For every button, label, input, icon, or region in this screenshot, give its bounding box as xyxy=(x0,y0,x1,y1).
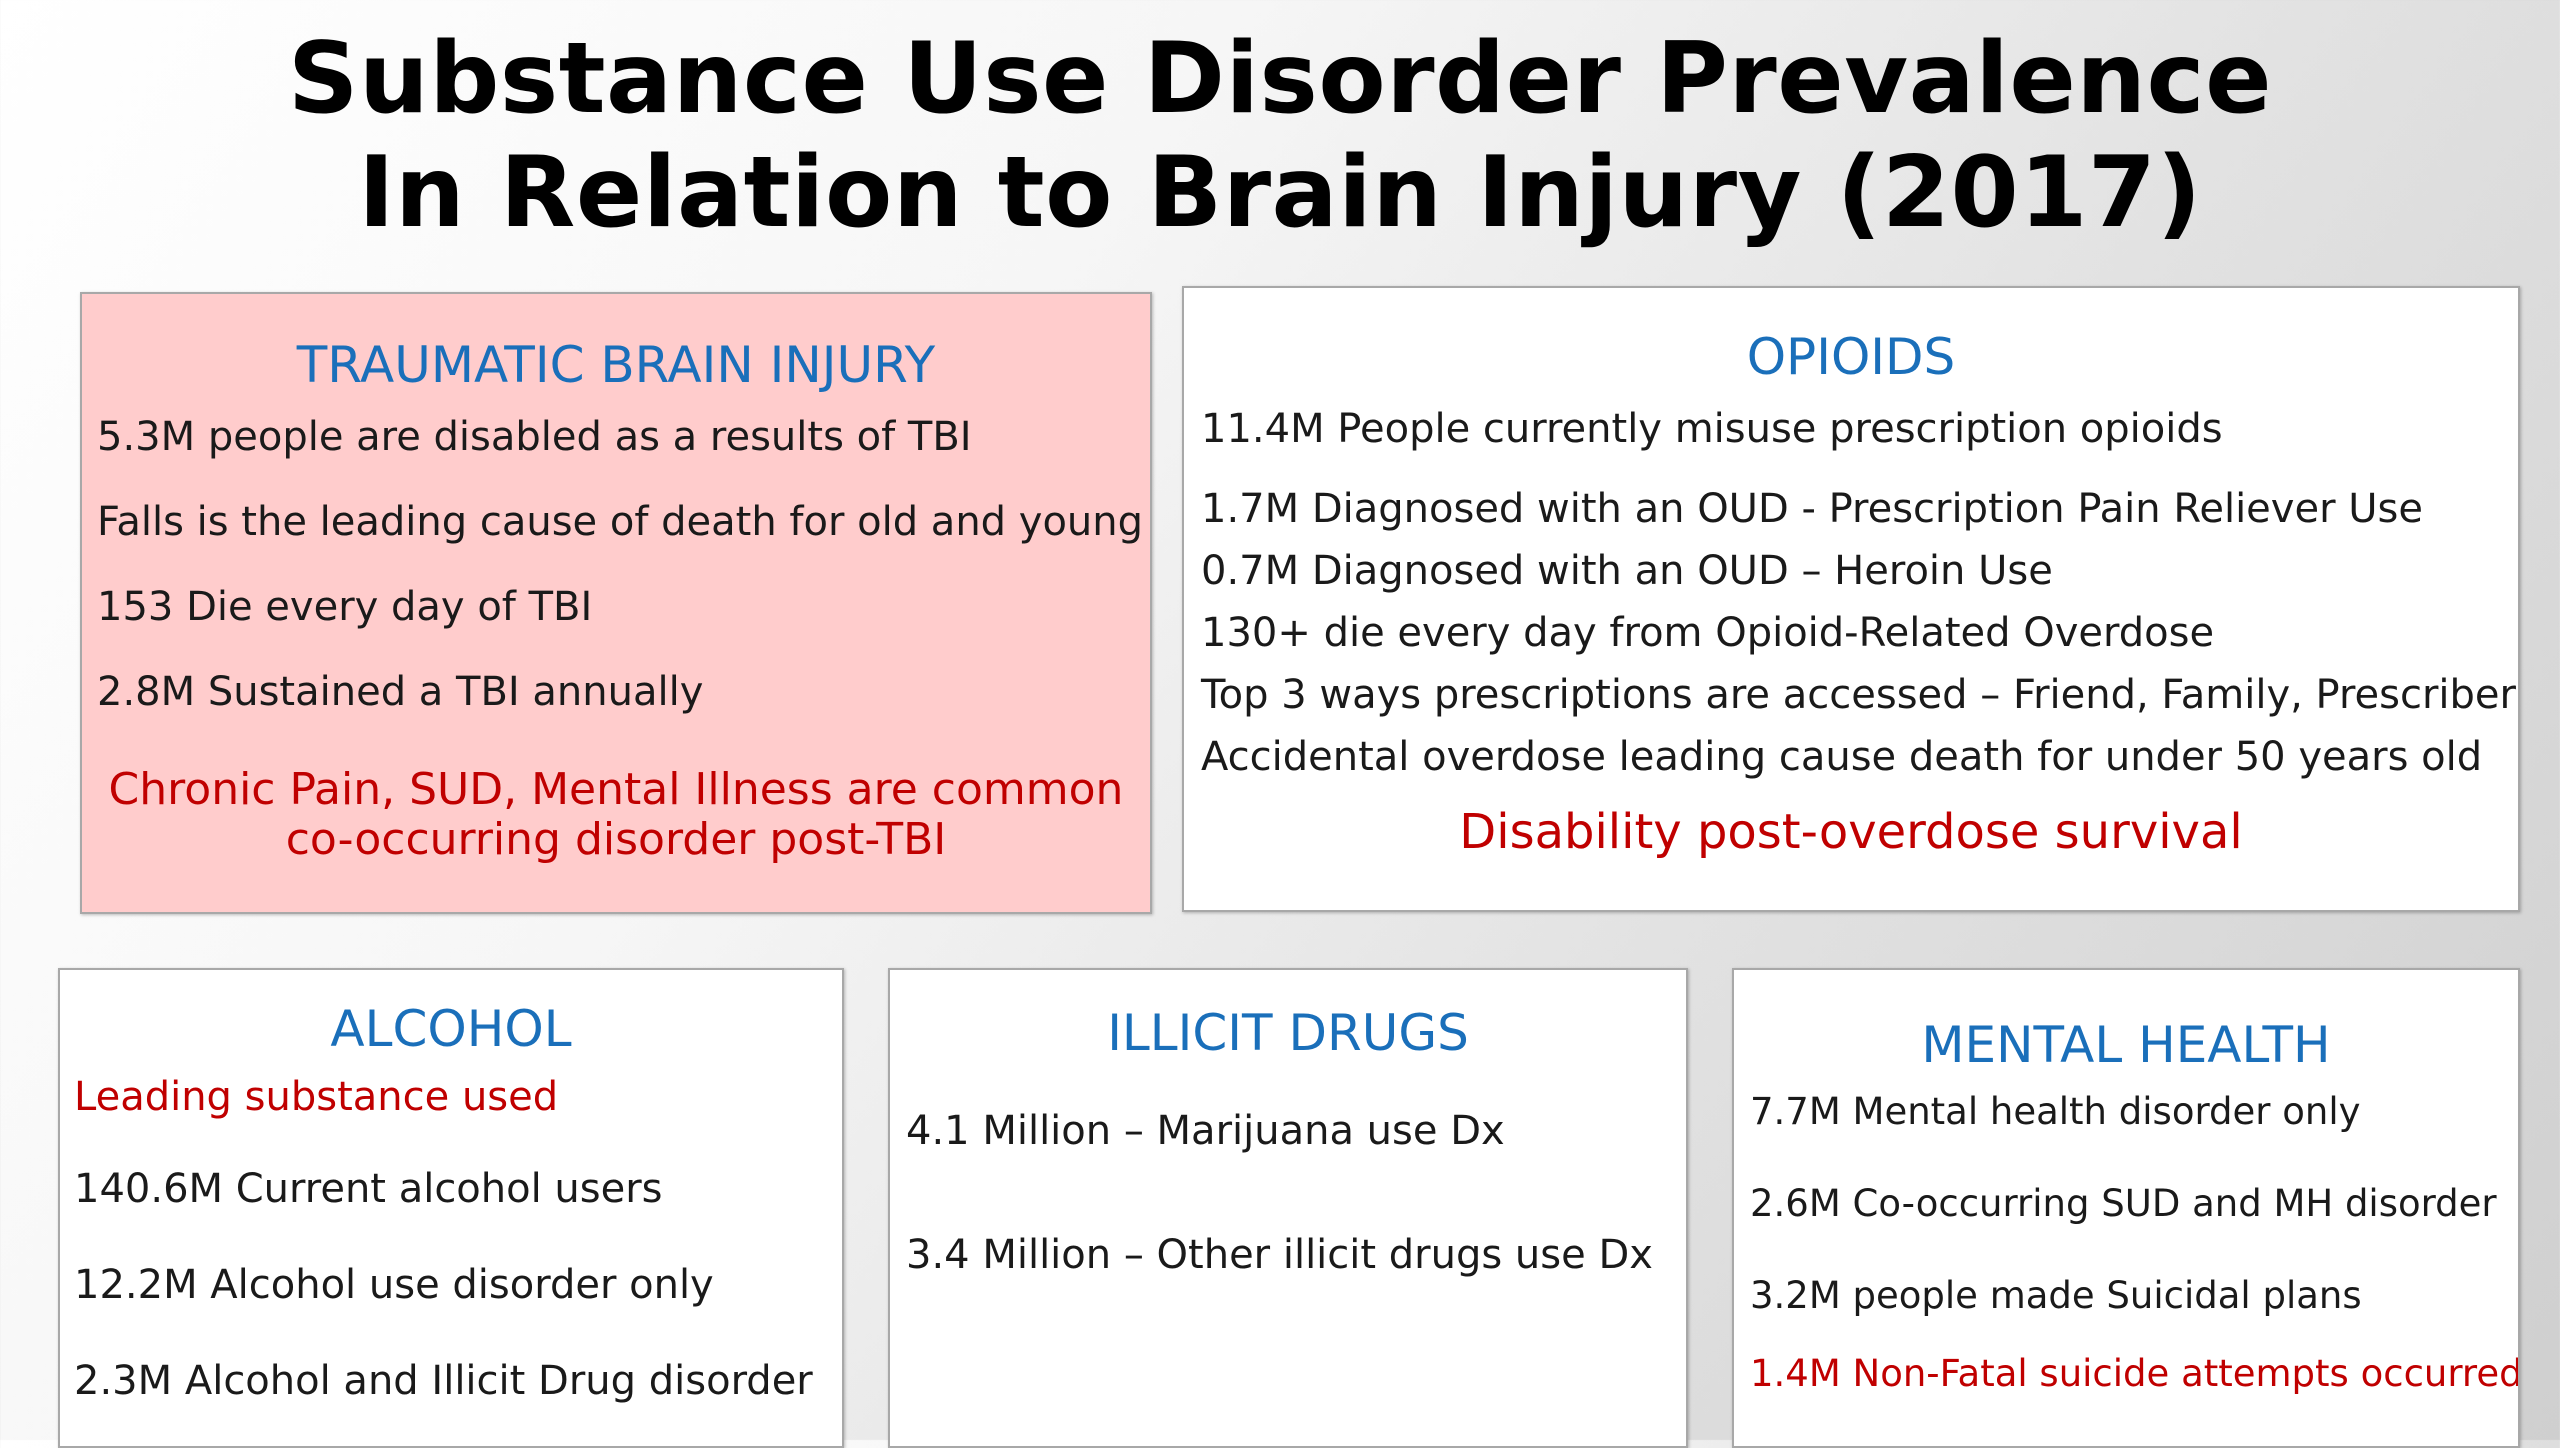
opioids-item-5: Top 3 ways prescriptions are accessed – … xyxy=(1201,672,2516,718)
tbi-item-1: 5.3M people are disabled as a results of… xyxy=(97,414,972,460)
alcohol-subheading: Leading substance used xyxy=(74,1074,559,1120)
alcohol-card: ALCOHOL Leading substance used 140.6M Cu… xyxy=(58,968,844,1448)
mental-health-item-1: 7.7M Mental health disorder only xyxy=(1750,1090,2361,1133)
illicit-drugs-item-1: 4.1 Million – Marijuana use Dx xyxy=(906,1108,1505,1154)
tbi-emphasis-line-2: co-occurring disorder post-TBI xyxy=(285,814,947,865)
tbi-item-2: Falls is the leading cause of death for … xyxy=(97,499,1144,545)
alcohol-item-1: 140.6M Current alcohol users xyxy=(74,1166,663,1212)
alcohol-item-3: 2.3M Alcohol and Illicit Drug disorder xyxy=(74,1358,813,1404)
mental-health-item-3: 3.2M people made Suicidal plans xyxy=(1750,1274,2362,1317)
opioids-card: OPIOIDS 11.4M People currently misuse pr… xyxy=(1182,286,2520,912)
mental-health-item-2: 2.6M Co-occurring SUD and MH disorder xyxy=(1750,1182,2497,1225)
opioids-item-6: Accidental overdose leading cause death … xyxy=(1201,734,2483,780)
slide-title-line-1: Substance Use Disorder Prevalence xyxy=(287,22,2273,136)
slide-title: Substance Use Disorder Prevalence In Rel… xyxy=(0,22,2560,250)
opioids-item-2: 1.7M Diagnosed with an OUD - Prescriptio… xyxy=(1201,486,2423,532)
alcohol-heading: ALCOHOL xyxy=(330,1000,572,1058)
opioids-item-4: 130+ die every day from Opioid-Related O… xyxy=(1201,610,2215,656)
opioids-heading: OPIOIDS xyxy=(1746,328,1956,386)
opioids-item-1: 11.4M People currently misuse prescripti… xyxy=(1201,406,2223,452)
mental-health-heading: MENTAL HEALTH xyxy=(1921,1016,2331,1074)
slide-title-line-2: In Relation to Brain Injury (2017) xyxy=(358,136,2202,250)
opioids-item-3: 0.7M Diagnosed with an OUD – Heroin Use xyxy=(1201,548,2053,594)
tbi-item-4: 2.8M Sustained a TBI annually xyxy=(97,669,704,715)
tbi-card: TRAUMATIC BRAIN INJURY 5.3M people are d… xyxy=(80,292,1152,914)
illicit-drugs-card: ILLICIT DRUGS 4.1 Million – Marijuana us… xyxy=(888,968,1688,1448)
alcohol-item-2: 12.2M Alcohol use disorder only xyxy=(74,1262,714,1308)
tbi-item-3: 153 Die every day of TBI xyxy=(97,584,593,630)
tbi-emphasis-line-1: Chronic Pain, SUD, Mental Illness are co… xyxy=(108,764,1124,815)
illicit-drugs-heading: ILLICIT DRUGS xyxy=(1107,1004,1469,1062)
tbi-heading: TRAUMATIC BRAIN INJURY xyxy=(296,336,936,394)
illicit-drugs-item-2: 3.4 Million – Other illicit drugs use Dx xyxy=(906,1232,1653,1278)
mental-health-emphasis: 1.4M Non-Fatal suicide attempts occurred xyxy=(1750,1352,2520,1395)
mental-health-card: MENTAL HEALTH 7.7M Mental health disorde… xyxy=(1732,968,2520,1448)
opioids-emphasis: Disability post-overdose survival xyxy=(1459,804,2243,860)
